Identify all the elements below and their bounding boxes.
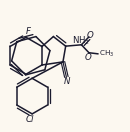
- Text: NH$_2$: NH$_2$: [72, 34, 90, 47]
- Text: O: O: [87, 31, 93, 40]
- Text: N: N: [64, 77, 70, 86]
- Text: O: O: [85, 53, 92, 62]
- Text: CH$_3$: CH$_3$: [99, 48, 114, 59]
- Text: F: F: [26, 27, 31, 36]
- Text: Cl: Cl: [25, 115, 34, 124]
